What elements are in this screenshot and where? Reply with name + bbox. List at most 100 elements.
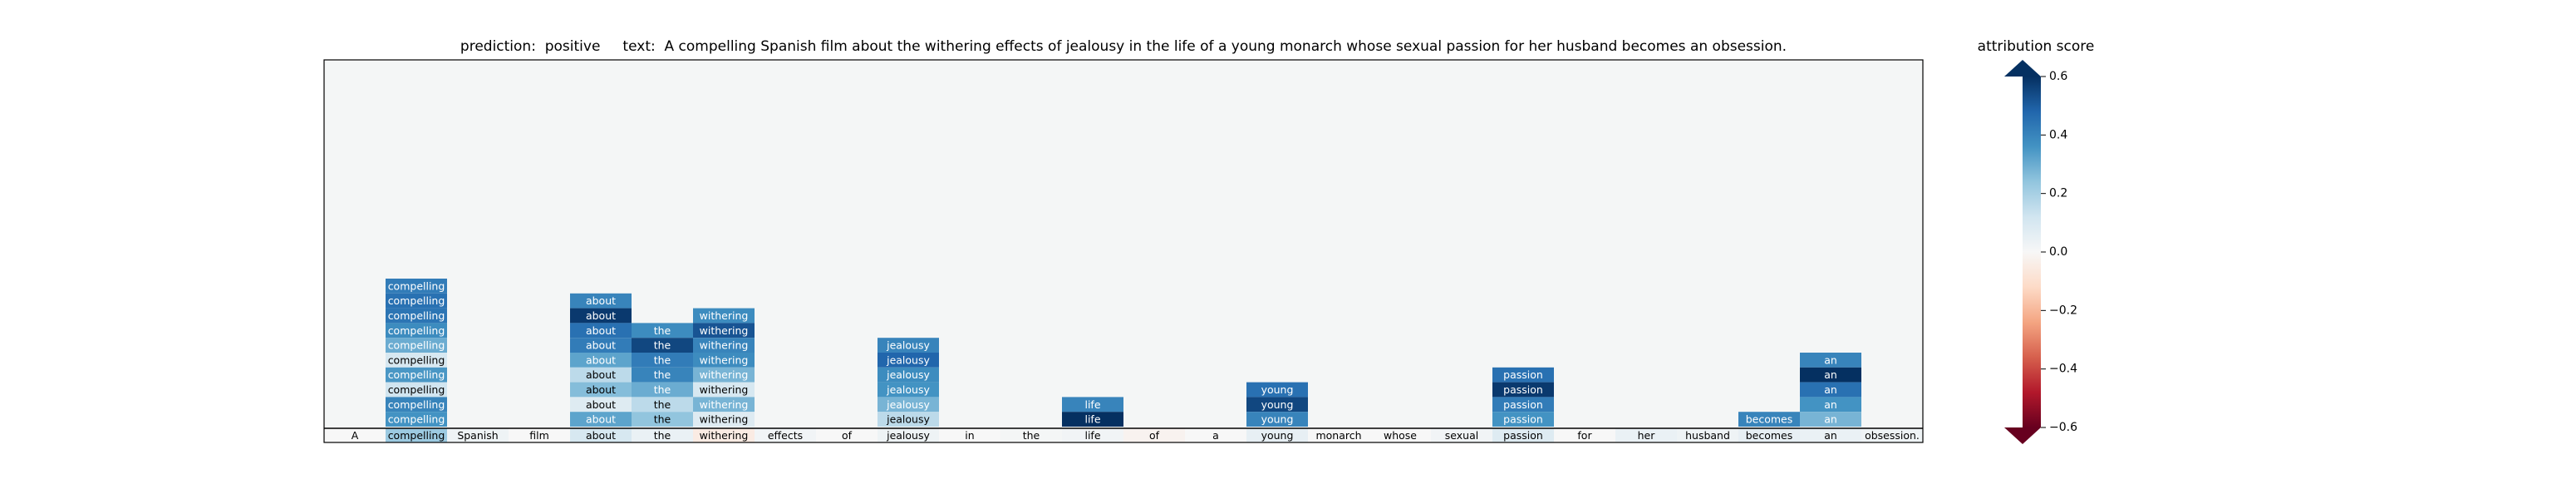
colorbar-extend-bottom [2004,427,2041,444]
token-cell [1615,428,1677,442]
token-cell [878,428,939,442]
heatmap-cell [1492,367,1554,383]
heatmap-cell [570,308,632,324]
token-label: an [1824,429,1837,442]
heatmap-cell-label: life [1084,413,1100,426]
chart-title: prediction: positive text: A compelling … [460,38,1787,55]
heatmap-cell [1492,412,1554,427]
colorbar-title: attribution score [1977,38,2095,55]
heatmap-cell [878,397,939,413]
token-label: about [586,429,616,442]
heatmap-cell [386,412,447,427]
heatmap-cell-label: withering [700,324,749,337]
heatmap-cell [570,382,632,398]
token-label: her [1638,429,1656,442]
token-cell [1185,428,1246,442]
heatmap-cell [1800,353,1861,368]
heatmap-cell-label: passion [1503,413,1543,426]
heatmap-cell [693,412,755,427]
heatmap-cell [1492,382,1554,398]
heatmap-cell [693,367,755,383]
heatmap-cell-label: compelling [388,398,445,411]
heatmap-cell-label: compelling [388,309,445,322]
plot-frame [323,59,1924,443]
heatmap-cell-label: about [586,309,616,322]
token-label: obsession. [1865,429,1920,442]
token-cell [1123,428,1185,442]
heatmap-cell-label: the [654,368,671,381]
heatmap-cell-label: compelling [388,353,445,366]
token-label: of [1149,429,1160,442]
heatmap-cell [570,397,632,413]
token-label: compelling [388,429,445,442]
heatmap-cell-label: an [1824,413,1837,426]
heatmap-cell [1800,397,1861,413]
heatmap-cell [878,412,939,427]
heatmap-cell-label: withering [700,368,749,381]
heatmap-cell-label: an [1824,383,1837,396]
token-label: A [351,429,359,442]
heatmap-cell-label: jealousy [886,368,930,381]
heatmap-cell [570,323,632,338]
heatmap-cell-label: compelling [388,294,445,307]
token-cell [1800,428,1861,442]
token-cell [1062,428,1123,442]
heatmap-cell-label: about [586,368,616,381]
token-label: passion [1503,429,1543,442]
heatmap-cell [632,397,693,413]
heatmap-cell [386,293,447,309]
colorbar-tick-label: −0.2 [2049,304,2077,317]
heatmap-cells: compellingcompellingcompellingcompelling… [386,279,1861,427]
heatmap-cell [570,367,632,383]
heatmap-cell [1800,382,1861,398]
token-label: young [1261,429,1294,442]
heatmap-cell-label: compelling [388,339,445,352]
heatmap-cell [1246,412,1308,427]
heatmap-cell [632,412,693,427]
token-cell [324,428,386,442]
token-cell [632,428,693,442]
token-cell [1246,428,1308,442]
colorbar-ticks: 0.6 0.4 0.2 0.0 −0.2 −0.4 −0.6 [2041,70,2077,434]
token-cell [816,428,878,442]
token-cell [1369,428,1431,442]
token-label: husband [1685,429,1730,442]
token-label: becomes [1746,429,1793,442]
heatmap-cell-label: about [586,398,616,411]
heatmap-cell-label: jealousy [886,413,930,426]
heatmap-cell-label: an [1824,368,1837,381]
token-cell [693,428,755,442]
heatmap-cell-label: withering [700,339,749,352]
heatmap-cell-label: an [1824,398,1837,411]
heatmap-cell [1062,412,1123,427]
heatmap-cell [570,293,632,309]
token-label: whose [1384,429,1417,442]
heatmap-cell [878,367,939,383]
token-label: the [654,429,671,442]
heatmap-cell-label: becomes [1746,413,1793,426]
heatmap-cell-label: compelling [388,383,445,396]
heatmap-cell-label: about [586,353,616,366]
heatmap-cell-label: passion [1503,368,1543,381]
heatmap-cell-label: passion [1503,398,1543,411]
token-cell [1554,428,1615,442]
colorbar-extend-top [2004,60,2041,77]
colorbar-tick-label: 0.0 [2049,245,2067,259]
heatmap-cell [386,279,447,294]
heatmap-cell-label: about [586,294,616,307]
colorbar-gradient [2023,77,2041,427]
heatmap-cell [386,397,447,413]
heatmap-cell-label: young [1261,383,1294,396]
heatmap-cell-label: the [654,353,671,366]
token-cell [755,428,816,442]
heatmap-cell-label: life [1084,398,1100,411]
heatmap-cell [1800,412,1861,427]
heatmap-cell [1738,412,1800,427]
heatmap-cell [693,397,755,413]
heatmap-cell-label: young [1261,398,1294,411]
token-cell [1000,428,1062,442]
heatmap-cell-label: compelling [388,413,445,426]
heatmap-cell-label: withering [700,309,749,322]
heatmap-cell-label: withering [700,383,749,396]
